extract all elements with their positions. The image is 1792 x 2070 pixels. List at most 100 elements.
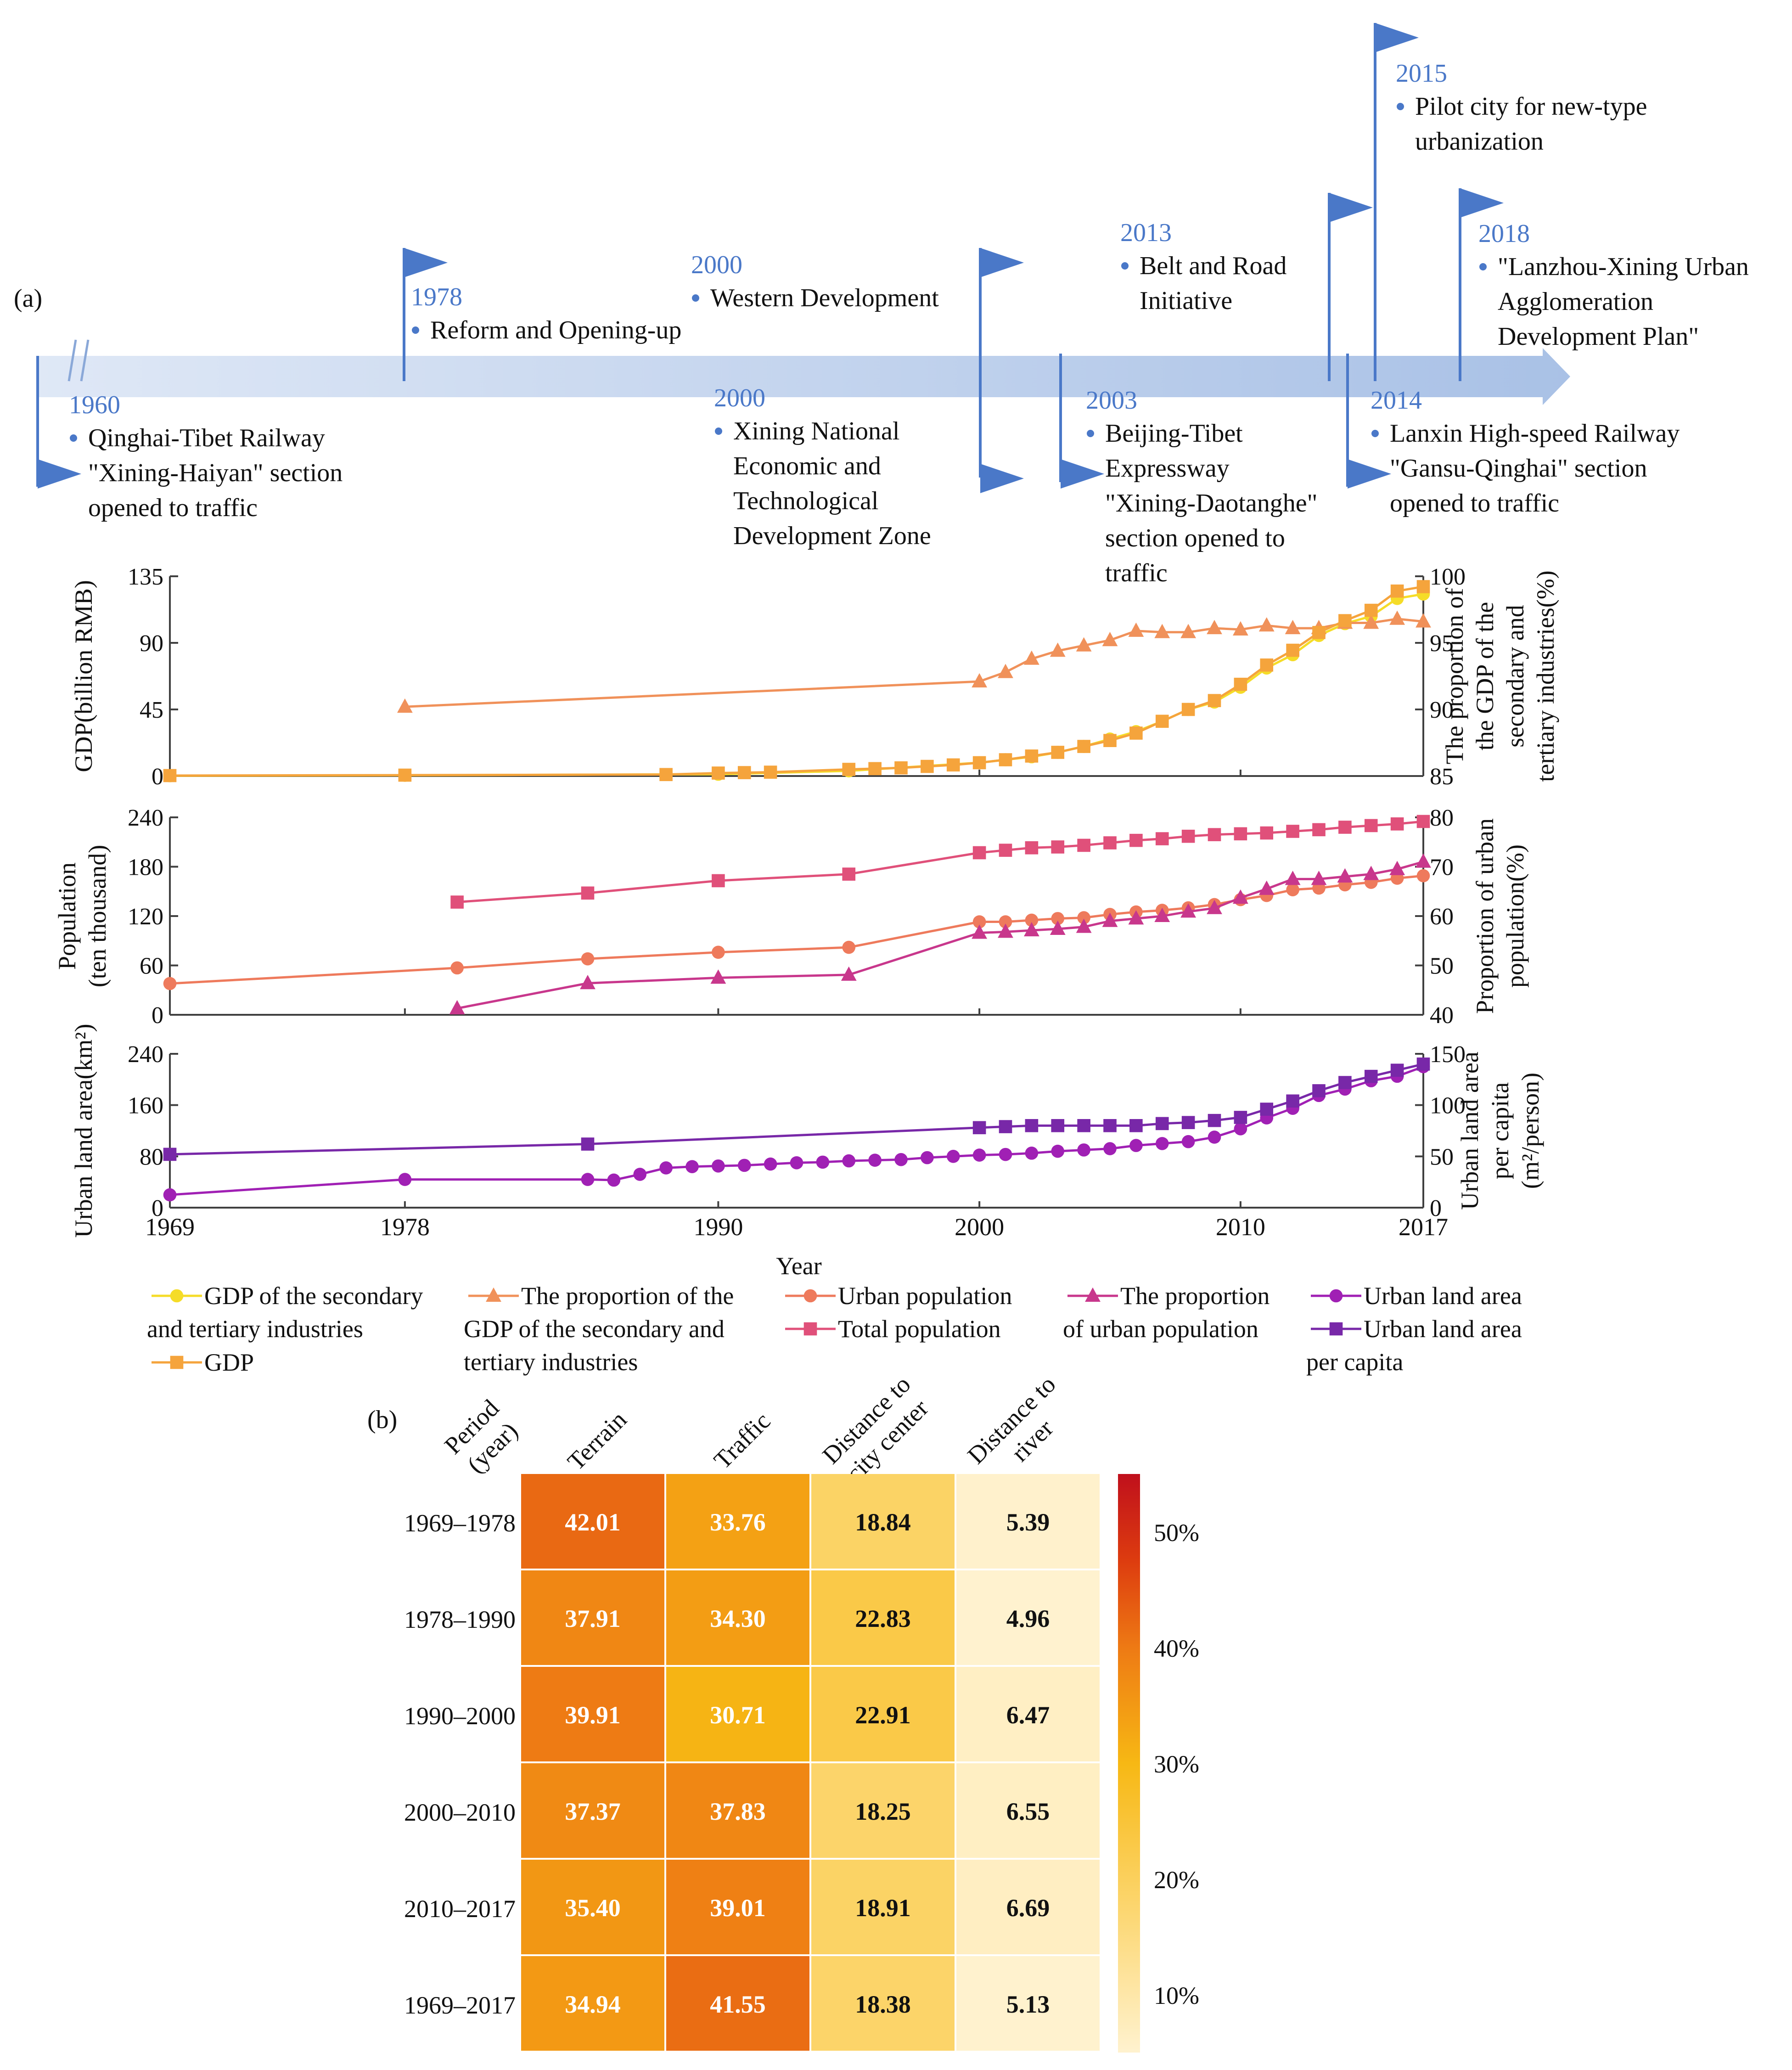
data-point	[1232, 621, 1248, 636]
data-point	[398, 768, 412, 782]
data-point	[764, 1157, 777, 1171]
timeline: (a) 1960 Qinghai-Tibet Railway "Xining-Haiy…	[14, 23, 1749, 587]
y-tick-label: 240	[128, 805, 163, 831]
data-point	[842, 1154, 856, 1168]
x-tick-label: 2010	[1216, 1213, 1265, 1241]
heatmap-cell	[521, 1763, 664, 1858]
y2-tick-label: 95	[1430, 630, 1454, 657]
column-header-line: Traffic	[708, 1407, 775, 1474]
legend-label-line: tertiary industries	[464, 1348, 638, 1376]
event-text: Pilot city for new-type urbanization	[1415, 92, 1647, 156]
data-point	[659, 768, 673, 782]
data-point	[1103, 836, 1117, 849]
data-point	[1208, 1131, 1221, 1144]
y-tick-label: 0	[152, 764, 163, 790]
data-point	[999, 753, 1012, 766]
cell-value: 39.91	[565, 1701, 621, 1729]
data-point	[1338, 1076, 1352, 1089]
data-point	[1312, 1084, 1326, 1097]
data-point	[398, 1173, 412, 1186]
colorbar-tick-label: 50%	[1154, 1519, 1199, 1547]
x-tick-label: 2017	[1399, 1213, 1448, 1241]
data-point	[1390, 817, 1404, 831]
legend-item: The proportion of the GDP of the secondar…	[464, 1282, 734, 1376]
data-point	[1285, 619, 1301, 635]
data-point	[1208, 828, 1221, 841]
data-point	[1416, 1058, 1430, 1071]
data-point	[1023, 650, 1039, 665]
cell-value: 4.96	[1006, 1605, 1050, 1632]
data-point	[1364, 603, 1378, 617]
y2-tick-label: 80	[1430, 805, 1454, 831]
y2-tick-label: 50	[1430, 1144, 1454, 1170]
data-point	[1207, 619, 1222, 635]
data-point	[1416, 853, 1431, 868]
data-point	[1155, 1137, 1169, 1150]
data-point	[998, 664, 1013, 678]
y2-axis-label-line: Urban land area	[1456, 1052, 1483, 1210]
data-point	[163, 1188, 177, 1202]
data-point	[1102, 632, 1118, 647]
legend-marker	[1085, 1287, 1101, 1302]
flag-icon	[980, 464, 1024, 493]
legend-marker	[170, 1289, 184, 1303]
data-point	[1129, 833, 1143, 847]
bullet-icon	[1087, 430, 1094, 437]
series-line	[457, 820, 1424, 904]
data-point	[581, 886, 595, 900]
heatmap-cell	[666, 1667, 809, 1761]
event-year: 1960	[69, 391, 120, 419]
column-header: Terrain	[562, 1406, 632, 1475]
y-axis-label-line: Urban land area(km²)	[70, 1024, 97, 1238]
event-text-line: Initiative	[1140, 287, 1232, 315]
data-point	[1025, 841, 1039, 855]
heatmap-cell	[666, 1956, 809, 2051]
legend-label-line: Urban population	[838, 1282, 1012, 1310]
data-point	[1025, 913, 1039, 927]
cell-value: 5.39	[1006, 1508, 1050, 1536]
data-point	[712, 766, 725, 780]
cell-value: 33.76	[710, 1508, 766, 1536]
legend-label-line: The proportion	[1120, 1282, 1270, 1310]
data-point	[1312, 823, 1326, 837]
colorbar-tick-label: 40%	[1154, 1635, 1199, 1662]
event-text-line: Xining National	[733, 417, 899, 445]
legend-label: GDP	[204, 1349, 254, 1376]
legend-item: The proportion of urban population	[1063, 1282, 1270, 1343]
event-text-line: urbanization	[1415, 127, 1544, 156]
chart-panel-land: 0 80 160 240 0 50 100 150 Urban land area(km²) Ur…	[70, 1024, 1544, 1238]
y-tick-label: 60	[140, 953, 163, 979]
data-point	[450, 895, 464, 909]
panel-label-b: (b)	[367, 1406, 397, 1434]
data-point	[712, 874, 725, 888]
data-point	[1286, 883, 1299, 896]
y-axis-label-line: GDP(billion RMB)	[70, 580, 97, 772]
data-point	[972, 924, 988, 939]
chart-legend: GDP of the secondary and tertiary industr…	[147, 1282, 1522, 1376]
data-point	[581, 1173, 595, 1186]
legend-label-line: of urban population	[1063, 1315, 1258, 1343]
data-point	[1389, 861, 1405, 875]
data-point	[1286, 825, 1299, 838]
heatmap-cell	[666, 1474, 809, 1569]
event-text-line: "Xining-Haiyan" section	[88, 459, 343, 487]
data-point	[998, 923, 1013, 938]
data-point	[946, 1150, 960, 1163]
cell-value: 6.55	[1006, 1798, 1050, 1825]
data-point	[842, 763, 856, 776]
event-text-line: opened to traffic	[1390, 489, 1559, 518]
data-point	[1234, 1122, 1247, 1136]
y2-axis-label-line: secondary and	[1501, 605, 1529, 747]
event-text-line: Lanxin High-speed Railway	[1390, 419, 1680, 448]
data-point	[1416, 869, 1430, 883]
legend-label-line: GDP of the secondary	[204, 1282, 423, 1310]
data-point	[1234, 677, 1247, 691]
data-point	[1258, 880, 1275, 895]
legend-label: The proportion of the GDP of the secondar…	[464, 1282, 734, 1376]
data-point	[685, 1160, 699, 1173]
data-point	[946, 758, 960, 772]
data-point	[790, 1156, 803, 1170]
cell-value: 37.83	[710, 1798, 766, 1825]
x-tick-label: 1978	[380, 1213, 430, 1241]
cell-value: 18.84	[855, 1508, 911, 1536]
